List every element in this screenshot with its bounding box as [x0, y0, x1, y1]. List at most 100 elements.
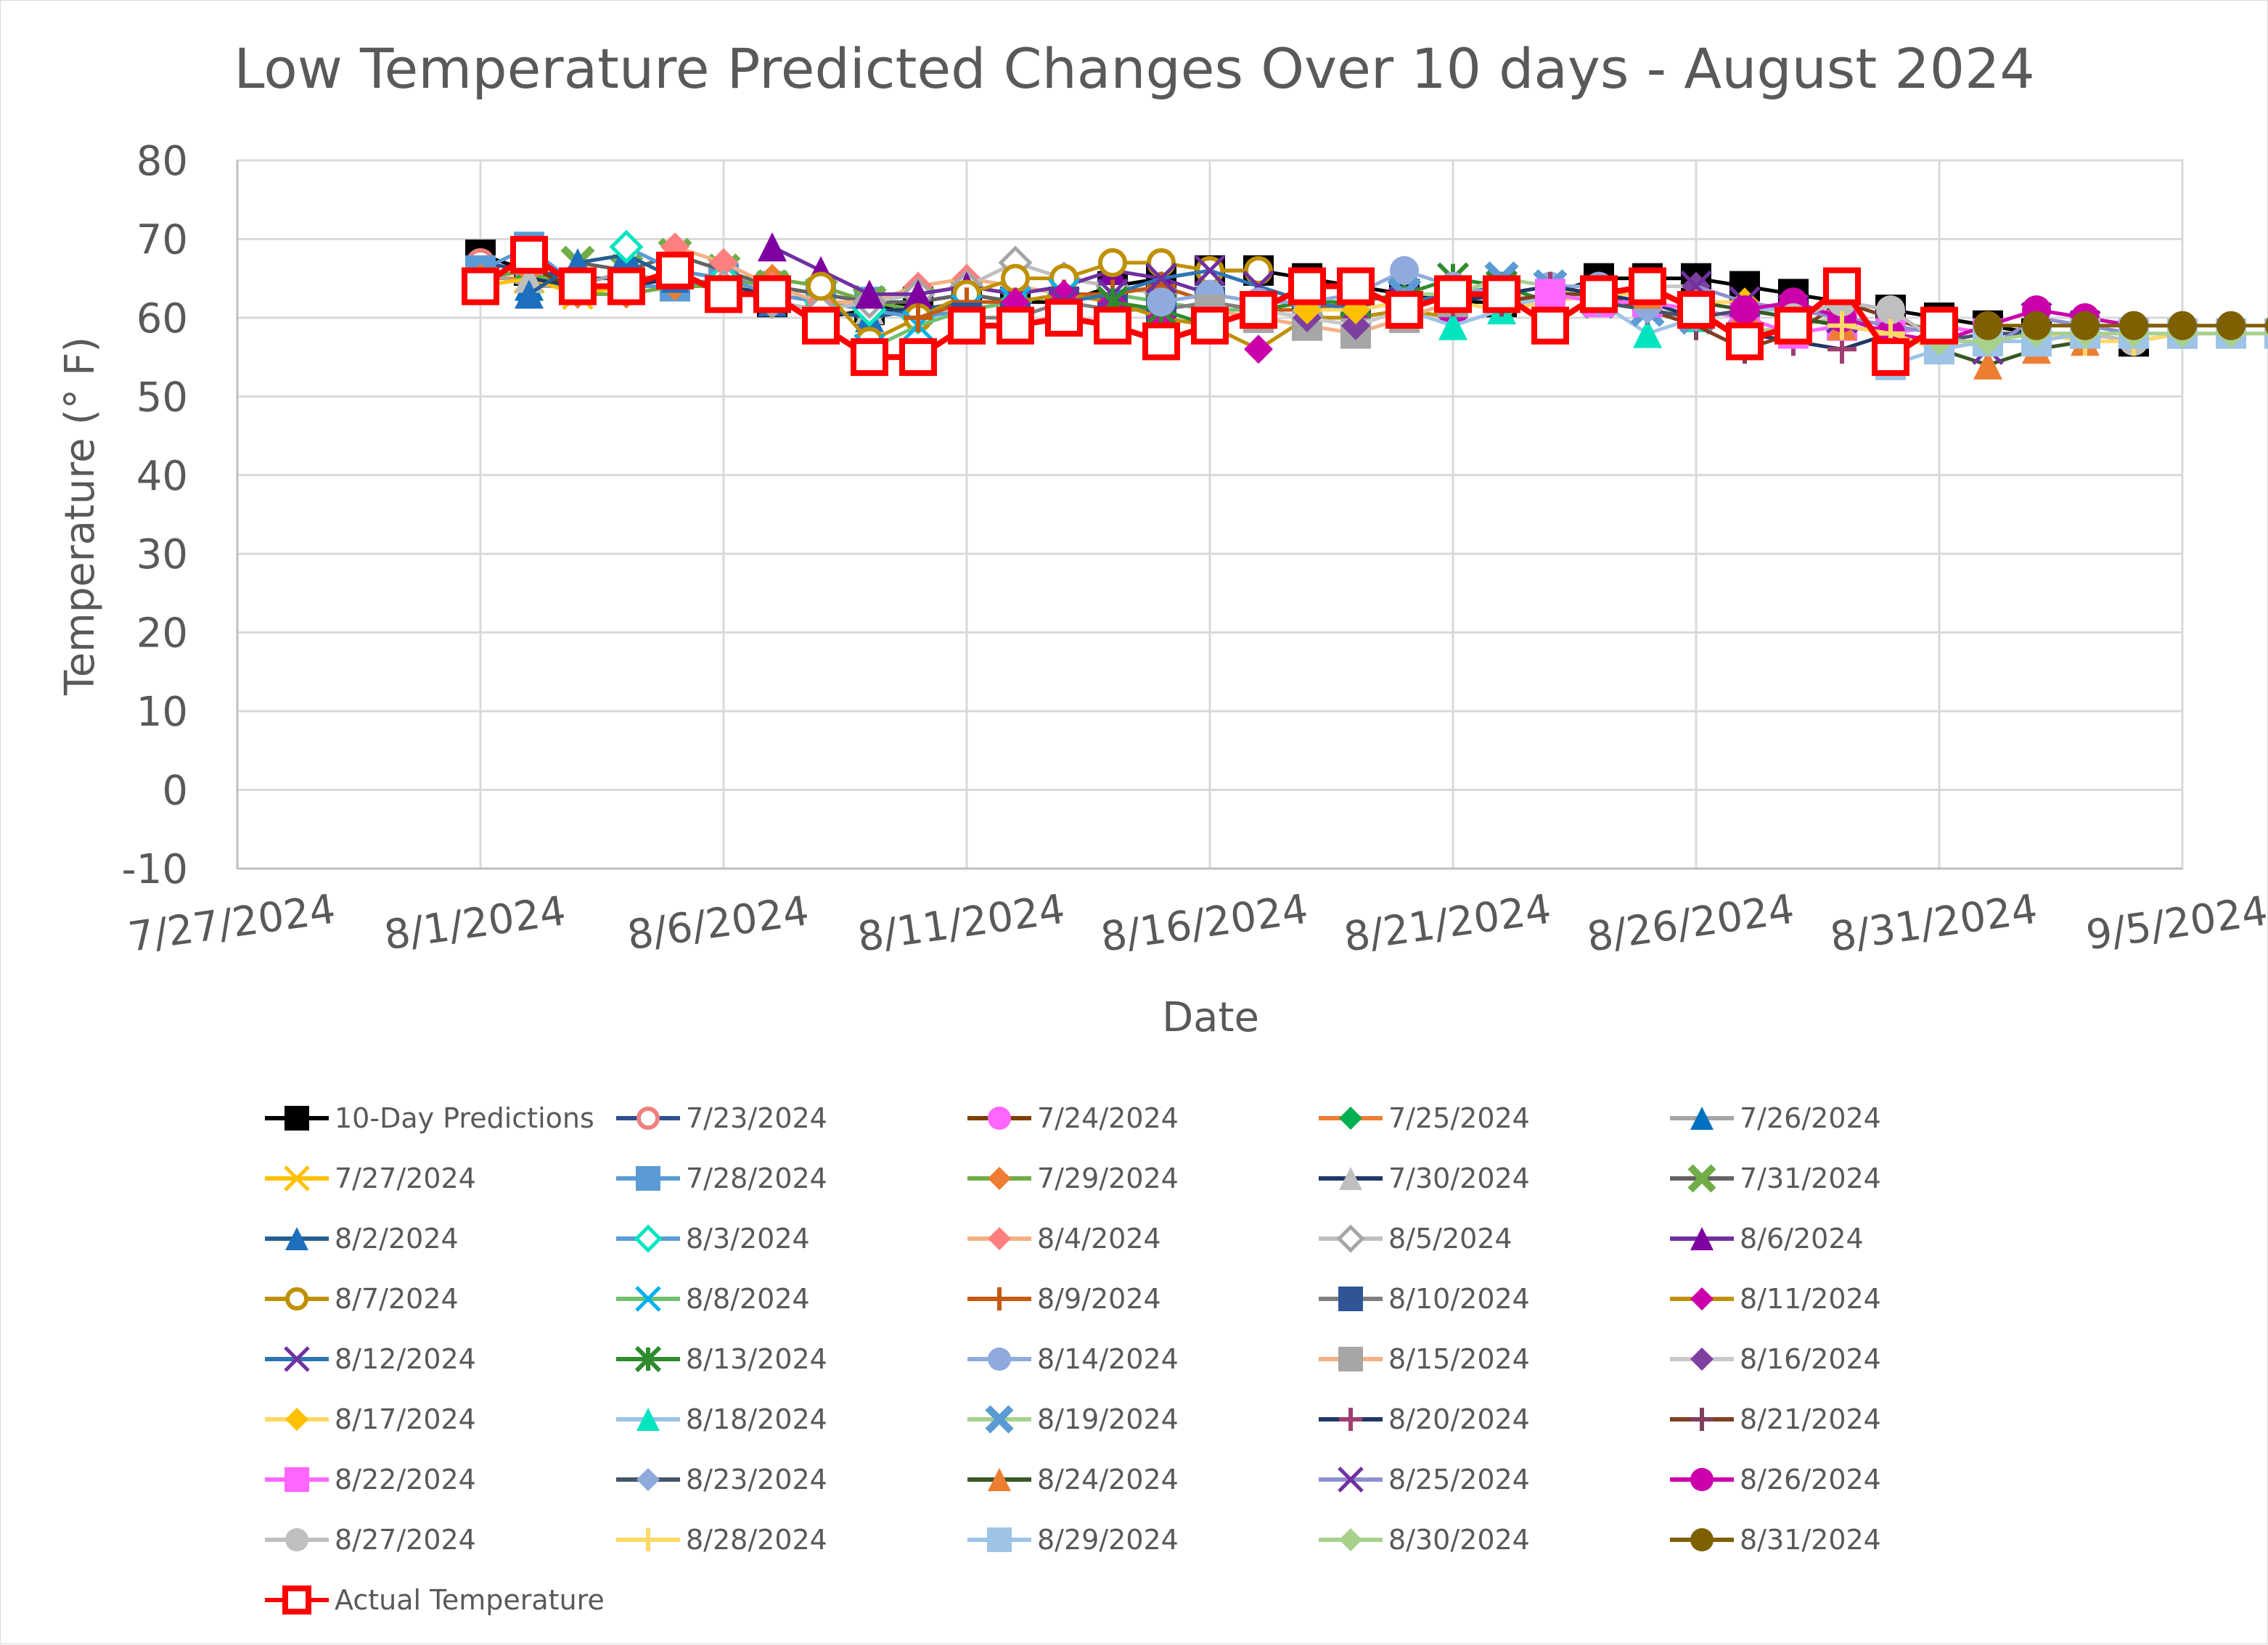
- legend-swatch: [265, 1106, 329, 1131]
- legend-swatch: [967, 1527, 1031, 1552]
- series-line: [1112, 276, 1551, 328]
- legend-marker: [285, 1227, 308, 1250]
- legend-item: 8/21/2024: [1667, 1398, 1881, 1441]
- data-point: [2022, 311, 2051, 340]
- legend-item: Actual Temperature: [262, 1578, 605, 1622]
- y-tick-label: 60: [136, 295, 188, 342]
- legend-label: 8/13/2024: [686, 1343, 827, 1375]
- legend-label: 8/2/2024: [335, 1223, 459, 1255]
- legend-label: 8/16/2024: [1740, 1343, 1881, 1375]
- series-line: [1452, 284, 1891, 351]
- y-axis-ticks: 80 70 60 50 40 30 20 10 0 -10: [122, 138, 188, 893]
- legend-label: 8/21/2024: [1740, 1403, 1881, 1435]
- x-axis-title: Date: [1162, 994, 1259, 1041]
- y-tick-label: 40: [136, 453, 188, 500]
- data-point: [1872, 338, 1909, 377]
- legend-label: 8/25/2024: [1388, 1464, 1530, 1496]
- data-point: [1244, 255, 1273, 285]
- legend-marker: [634, 1224, 663, 1253]
- legend-marker: [284, 1467, 309, 1492]
- legend-label: 8/8/2024: [686, 1283, 810, 1315]
- data-point: [1531, 306, 1569, 345]
- y-axis-title: Temperature (° F): [57, 337, 104, 696]
- legend-label: 8/6/2024: [1740, 1223, 1864, 1255]
- legend-swatch: [616, 1166, 680, 1191]
- legend-item: 8/10/2024: [1316, 1277, 1530, 1321]
- y-tick-label: 30: [136, 531, 188, 578]
- x-tick-label: 8/11/2024: [855, 886, 1068, 961]
- legend-marker: [988, 1167, 1011, 1190]
- legend-item: 8/30/2024: [1316, 1518, 1530, 1562]
- data-point: [1194, 255, 1226, 287]
- legend-label: 8/29/2024: [1037, 1524, 1179, 1556]
- legend-swatch: [967, 1107, 1031, 1130]
- data-point: [609, 229, 644, 264]
- y-tick-label: -10: [122, 846, 188, 893]
- legend-marker: [1690, 1347, 1714, 1371]
- legend-item: 8/6/2024: [1667, 1217, 1864, 1260]
- data-point: [2071, 311, 2100, 340]
- legend-item: 7/29/2024: [965, 1157, 1179, 1200]
- data-point: [1094, 306, 1131, 345]
- legend-swatch: [967, 1227, 1031, 1250]
- legend-label: 8/31/2024: [1740, 1524, 1881, 1556]
- series-actual-temperature: [462, 236, 1958, 377]
- x-tick-label: 8/31/2024: [1827, 886, 2040, 961]
- legend-swatch: [1319, 1347, 1383, 1371]
- legend-item: 8/27/2024: [262, 1518, 476, 1562]
- legend-item: 8/15/2024: [1316, 1337, 1530, 1381]
- data-point: [1629, 267, 1666, 305]
- legend-swatch: [265, 1165, 329, 1191]
- legend-marker: [284, 1346, 310, 1372]
- data-point: [1973, 311, 2002, 340]
- legend-item: 8/14/2024: [965, 1337, 1179, 1381]
- legend-item: 8/31/2024: [1667, 1518, 1881, 1562]
- data-point: [515, 263, 544, 293]
- legend-label: 7/25/2024: [1388, 1102, 1530, 1134]
- legend-marker: [284, 1165, 310, 1191]
- series-8-31-2024: [1973, 311, 2268, 340]
- legend-label: Actual Temperature: [335, 1584, 605, 1616]
- data-point: [1142, 322, 1180, 361]
- data-point: [2216, 311, 2246, 340]
- data-point: [1920, 306, 1958, 345]
- data-point: [462, 267, 499, 305]
- legend-item: 8/17/2024: [262, 1398, 476, 1441]
- data-point: [1580, 275, 1618, 313]
- data-point: [515, 279, 544, 309]
- y-tick-label: 70: [136, 216, 188, 263]
- series-line: [577, 253, 1016, 304]
- data-point: [1288, 267, 1326, 305]
- x-tick-label: 9/5/2024: [2083, 887, 2268, 959]
- legend-label: 8/4/2024: [1037, 1223, 1161, 1255]
- legend-label: 8/18/2024: [686, 1403, 827, 1435]
- data-point: [1633, 319, 1662, 348]
- legend-item: 8/18/2024: [613, 1398, 827, 1441]
- data-point: [510, 236, 548, 274]
- data-point: [996, 306, 1034, 345]
- legend-label: 8/27/2024: [335, 1524, 476, 1556]
- data-point: [1045, 298, 1083, 337]
- series-line: [819, 261, 1258, 343]
- data-point: [1147, 287, 1176, 317]
- legend-item: 8/4/2024: [965, 1217, 1161, 1260]
- data-point: [656, 251, 694, 290]
- legend-item: 8/9/2024: [965, 1277, 1161, 1321]
- y-tick-label: 80: [136, 138, 188, 185]
- legend-label: 7/31/2024: [1740, 1162, 1881, 1194]
- legend-item: 8/29/2024: [965, 1518, 1179, 1562]
- legend-marker: [1690, 1528, 1714, 1551]
- x-axis-ticks: 7/27/2024 8/1/2024 8/6/2024 8/11/2024 8/16/2…: [126, 886, 2268, 961]
- legend-label: 8/26/2024: [1740, 1464, 1881, 1496]
- legend-label: 7/30/2024: [1388, 1162, 1530, 1194]
- data-point: [709, 247, 738, 277]
- legend-item: 8/24/2024: [965, 1458, 1179, 1501]
- legend-item: 8/5/2024: [1316, 1217, 1512, 1260]
- data-point: [1145, 262, 1177, 295]
- legend-marker: [988, 1227, 1011, 1250]
- y-tick-label: 20: [136, 610, 188, 657]
- legend-marker: [285, 1408, 308, 1431]
- legend-marker: [987, 1527, 1012, 1552]
- legend-marker: [1336, 1224, 1365, 1253]
- legend-swatch: [616, 1408, 680, 1431]
